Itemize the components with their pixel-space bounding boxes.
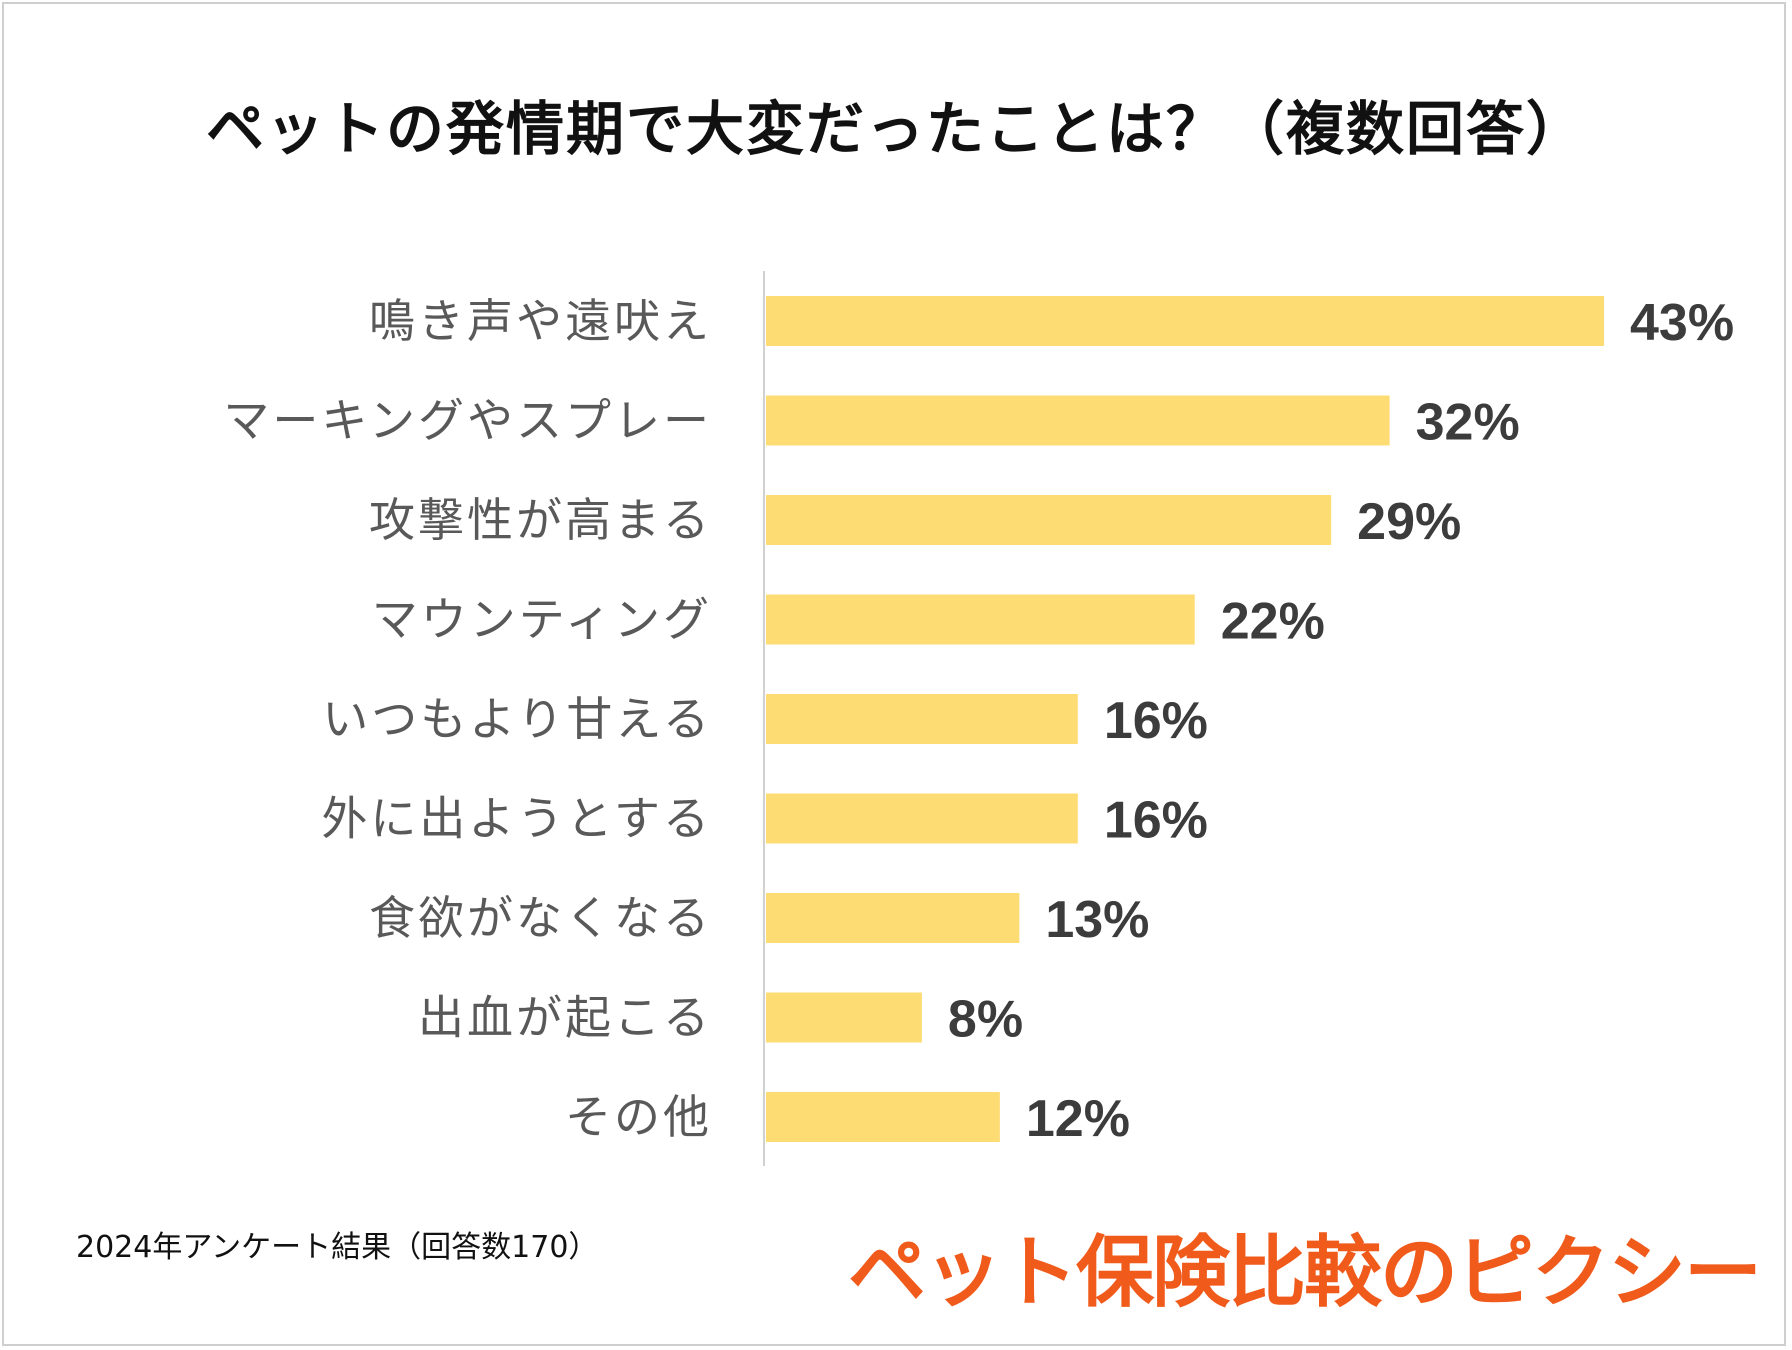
category-label: その他 bbox=[565, 1090, 712, 1144]
category-label: 攻撃性が高まる bbox=[369, 493, 712, 547]
bar[interactable] bbox=[766, 793, 1078, 844]
value-label: 8% bbox=[948, 991, 1023, 1049]
value-label: 12% bbox=[1026, 1090, 1130, 1148]
category-label: マウンティング bbox=[372, 593, 712, 647]
bar[interactable] bbox=[766, 296, 1604, 346]
bar[interactable] bbox=[766, 694, 1078, 744]
value-label: 29% bbox=[1357, 493, 1461, 551]
category-label: 鳴き声や遠吠え bbox=[369, 294, 712, 348]
value-label: 16% bbox=[1104, 792, 1208, 850]
category-label: いつもより甘える bbox=[322, 692, 712, 746]
bar[interactable] bbox=[766, 893, 1020, 943]
category-label: マーキングやスプレー bbox=[223, 394, 712, 448]
brand-logo[interactable]: ペット保険比較のピクシー bbox=[848, 1228, 1762, 1318]
value-label: 13% bbox=[1045, 891, 1149, 949]
bar[interactable] bbox=[766, 395, 1390, 446]
category-label: 出血が起こる bbox=[418, 991, 712, 1045]
value-label: 22% bbox=[1221, 593, 1325, 651]
bar[interactable] bbox=[766, 1092, 1000, 1142]
bar[interactable] bbox=[766, 992, 922, 1043]
survey-footnote: 2024年アンケート結果（回答数170） bbox=[76, 1230, 599, 1265]
category-label: 外に出ようとする bbox=[321, 792, 712, 846]
value-label: 32% bbox=[1416, 394, 1520, 452]
value-label: 16% bbox=[1104, 692, 1208, 750]
chart-title: ペットの発情期で大変だったことは？（複数回答） bbox=[205, 95, 1586, 163]
bars-group: 鳴き声や遠吠え 43% マーキングやスプレー 32% 攻撃性が高まる 29% マウンティング… bbox=[223, 294, 1734, 1148]
value-label: 43% bbox=[1630, 294, 1734, 352]
category-label: 食欲がなくなる bbox=[369, 891, 712, 945]
bar[interactable] bbox=[766, 594, 1195, 645]
bar[interactable] bbox=[766, 495, 1332, 545]
